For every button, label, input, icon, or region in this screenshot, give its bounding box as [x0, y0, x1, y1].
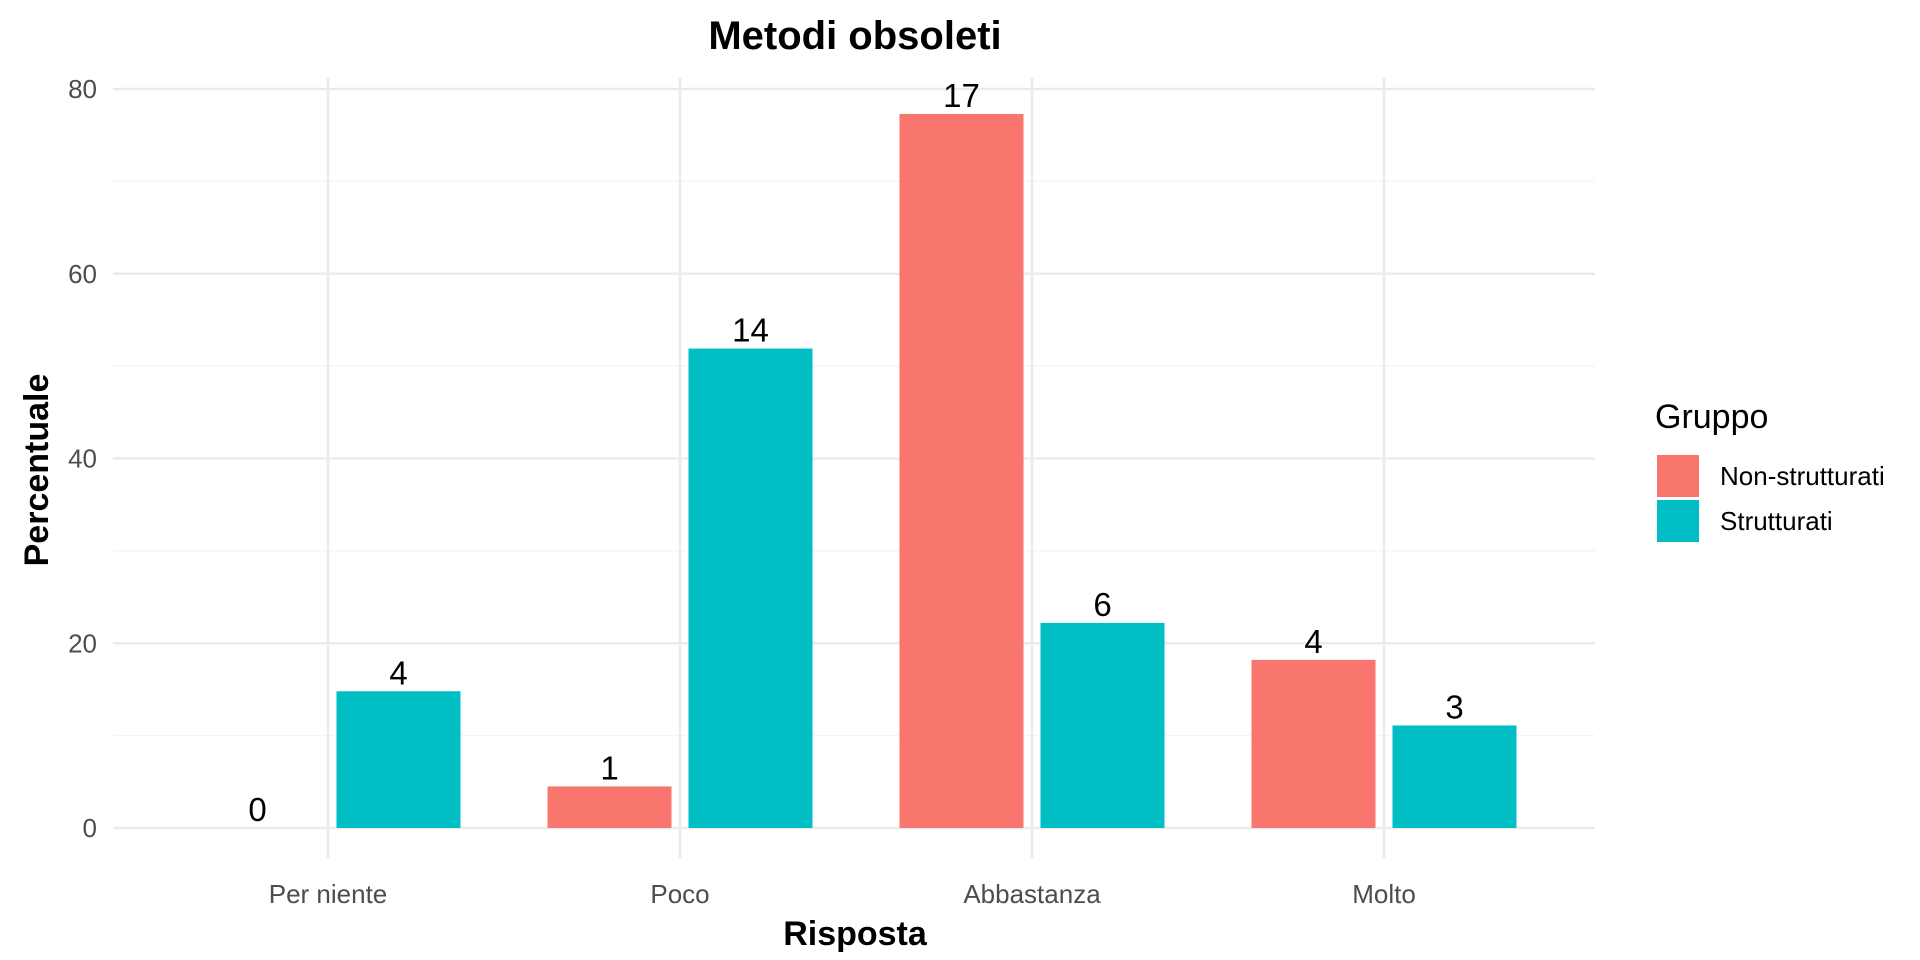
y-tick-label: 20: [68, 628, 97, 658]
data-label: 1: [600, 749, 618, 786]
y-tick-label: 40: [68, 444, 97, 474]
x-tick-label: Poco: [650, 879, 709, 909]
data-labels: 0 1 17 4 4 14 6 3: [248, 77, 1463, 828]
x-axis-title: Risposta: [783, 915, 928, 953]
x-tick-label: Abbastanza: [963, 879, 1101, 909]
x-axis-ticks: Per niente Poco Abbastanza Molto: [269, 879, 1416, 909]
y-tick-label: 60: [68, 259, 97, 289]
x-tick-label: Molto: [1352, 879, 1416, 909]
data-label: 0: [248, 791, 266, 828]
legend-label: Strutturati: [1720, 506, 1833, 536]
data-label: 4: [389, 654, 407, 691]
chart-title: Metodi obsoleti: [708, 14, 1001, 58]
x-tick-label: Per niente: [269, 879, 388, 909]
data-label: 6: [1093, 586, 1111, 623]
bars: [336, 113, 1517, 828]
data-label: 4: [1304, 623, 1322, 660]
bar: [688, 348, 813, 828]
y-axis-title: Percentuale: [18, 374, 56, 567]
y-axis-ticks: 0 20 40 60 80: [68, 74, 97, 843]
bar: [1392, 725, 1517, 828]
bar: [1251, 659, 1376, 828]
bar: [899, 113, 1024, 828]
data-label: 17: [943, 77, 980, 114]
legend-swatch: [1657, 455, 1699, 497]
legend: Gruppo Non-strutturati Strutturati: [1655, 398, 1885, 542]
legend-swatch: [1657, 500, 1699, 542]
bar: [547, 786, 672, 828]
bar: [336, 691, 461, 828]
legend-label: Non-strutturati: [1720, 461, 1885, 491]
y-tick-label: 0: [83, 813, 97, 843]
data-label: 3: [1445, 688, 1463, 725]
bar: [1040, 622, 1165, 828]
y-tick-label: 80: [68, 74, 97, 104]
legend-title: Gruppo: [1655, 398, 1768, 436]
grid: [113, 78, 1595, 858]
data-label: 14: [732, 312, 769, 349]
